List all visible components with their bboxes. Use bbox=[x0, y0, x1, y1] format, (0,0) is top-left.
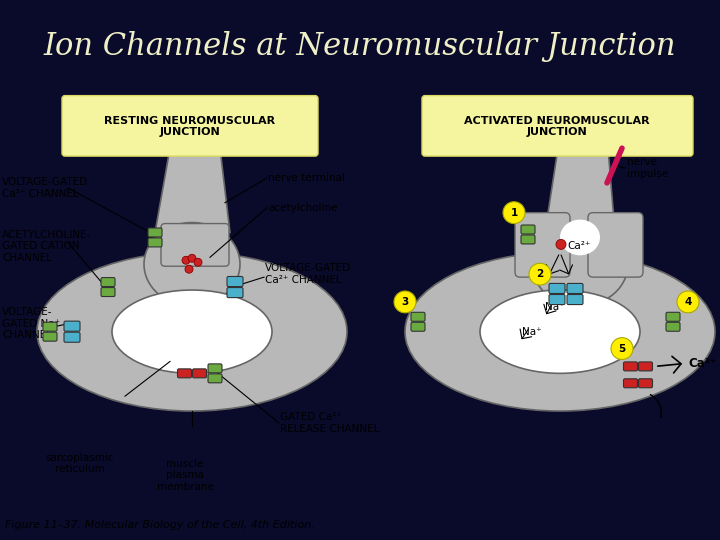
FancyBboxPatch shape bbox=[101, 287, 115, 296]
FancyBboxPatch shape bbox=[521, 225, 535, 234]
Text: Ion Channels at Neuromuscular Junction: Ion Channels at Neuromuscular Junction bbox=[44, 31, 676, 62]
FancyBboxPatch shape bbox=[208, 364, 222, 373]
Text: Ca²⁺: Ca²⁺ bbox=[688, 357, 716, 370]
Text: muscle
plasma
membrane: muscle plasma membrane bbox=[156, 458, 214, 492]
Text: ACTIVATED NEUROMUSCULAR
JUNCTION: ACTIVATED NEUROMUSCULAR JUNCTION bbox=[464, 116, 650, 137]
Ellipse shape bbox=[532, 222, 628, 306]
FancyBboxPatch shape bbox=[101, 278, 115, 287]
FancyBboxPatch shape bbox=[43, 332, 57, 341]
Text: ACETYLCHOLINE-
GATED CATION
CHANNEL: ACETYLCHOLINE- GATED CATION CHANNEL bbox=[2, 230, 91, 263]
Text: Figure 11–37. Molecular Biology of the Cell, 4th Edition.: Figure 11–37. Molecular Biology of the C… bbox=[5, 520, 315, 530]
Text: 3: 3 bbox=[401, 297, 409, 307]
FancyBboxPatch shape bbox=[588, 213, 643, 277]
Circle shape bbox=[194, 258, 202, 266]
FancyBboxPatch shape bbox=[639, 379, 652, 388]
Circle shape bbox=[677, 291, 699, 313]
Ellipse shape bbox=[405, 252, 715, 411]
Text: 4: 4 bbox=[684, 297, 692, 307]
FancyBboxPatch shape bbox=[549, 284, 565, 294]
FancyBboxPatch shape bbox=[178, 369, 192, 378]
Text: Ca²⁺: Ca²⁺ bbox=[567, 241, 590, 252]
Ellipse shape bbox=[560, 220, 600, 255]
FancyBboxPatch shape bbox=[666, 322, 680, 331]
Text: nerve
impulse: nerve impulse bbox=[627, 157, 668, 179]
Polygon shape bbox=[545, 148, 615, 233]
Text: RESTING NEUROMUSCULAR
JUNCTION: RESTING NEUROMUSCULAR JUNCTION bbox=[104, 116, 276, 137]
FancyBboxPatch shape bbox=[148, 238, 162, 247]
Ellipse shape bbox=[37, 252, 347, 411]
Text: GATED Ca²⁺
RELEASE CHANNEL: GATED Ca²⁺ RELEASE CHANNEL bbox=[280, 412, 379, 434]
Text: 2: 2 bbox=[536, 269, 544, 279]
FancyBboxPatch shape bbox=[549, 294, 565, 305]
FancyBboxPatch shape bbox=[567, 284, 583, 294]
FancyBboxPatch shape bbox=[624, 379, 637, 388]
Text: 1: 1 bbox=[510, 208, 518, 218]
Circle shape bbox=[182, 256, 190, 264]
FancyBboxPatch shape bbox=[161, 224, 229, 266]
FancyBboxPatch shape bbox=[567, 294, 583, 305]
FancyBboxPatch shape bbox=[422, 96, 693, 156]
FancyBboxPatch shape bbox=[624, 362, 637, 371]
Text: nerve terminal: nerve terminal bbox=[268, 173, 345, 183]
Circle shape bbox=[611, 338, 633, 360]
Circle shape bbox=[394, 291, 416, 313]
FancyBboxPatch shape bbox=[411, 312, 425, 321]
FancyBboxPatch shape bbox=[208, 374, 222, 383]
FancyBboxPatch shape bbox=[43, 322, 57, 331]
FancyBboxPatch shape bbox=[227, 276, 243, 287]
FancyBboxPatch shape bbox=[515, 213, 570, 277]
Circle shape bbox=[556, 239, 566, 249]
FancyBboxPatch shape bbox=[411, 322, 425, 331]
Ellipse shape bbox=[480, 290, 640, 373]
FancyBboxPatch shape bbox=[521, 235, 535, 244]
Polygon shape bbox=[155, 148, 230, 233]
FancyBboxPatch shape bbox=[148, 228, 162, 237]
FancyBboxPatch shape bbox=[666, 312, 680, 321]
Text: 5: 5 bbox=[618, 343, 626, 354]
Text: sarcoplasmic
reticulum: sarcoplasmic reticulum bbox=[46, 453, 114, 474]
Circle shape bbox=[529, 263, 551, 285]
Text: VOLTAGE-
GATED Na⁺
CHANNEL: VOLTAGE- GATED Na⁺ CHANNEL bbox=[2, 307, 60, 340]
FancyBboxPatch shape bbox=[62, 96, 318, 156]
Text: VOLTAGE-GATED
Ca²⁺ CHANNEL: VOLTAGE-GATED Ca²⁺ CHANNEL bbox=[265, 264, 351, 285]
Ellipse shape bbox=[144, 222, 240, 306]
Circle shape bbox=[503, 202, 525, 224]
FancyArrowPatch shape bbox=[650, 395, 661, 417]
Text: Na⁺: Na⁺ bbox=[545, 302, 564, 312]
FancyBboxPatch shape bbox=[64, 321, 80, 331]
Circle shape bbox=[188, 254, 196, 262]
FancyBboxPatch shape bbox=[64, 332, 80, 342]
Circle shape bbox=[185, 265, 193, 273]
FancyBboxPatch shape bbox=[227, 287, 243, 298]
Ellipse shape bbox=[112, 290, 272, 373]
FancyBboxPatch shape bbox=[639, 362, 652, 371]
Text: VOLTAGE-GATED
Ca²⁺ CHANNEL: VOLTAGE-GATED Ca²⁺ CHANNEL bbox=[2, 177, 88, 199]
Text: acetylcholine: acetylcholine bbox=[268, 202, 338, 213]
Text: Na⁺: Na⁺ bbox=[522, 327, 541, 336]
FancyBboxPatch shape bbox=[192, 369, 207, 378]
